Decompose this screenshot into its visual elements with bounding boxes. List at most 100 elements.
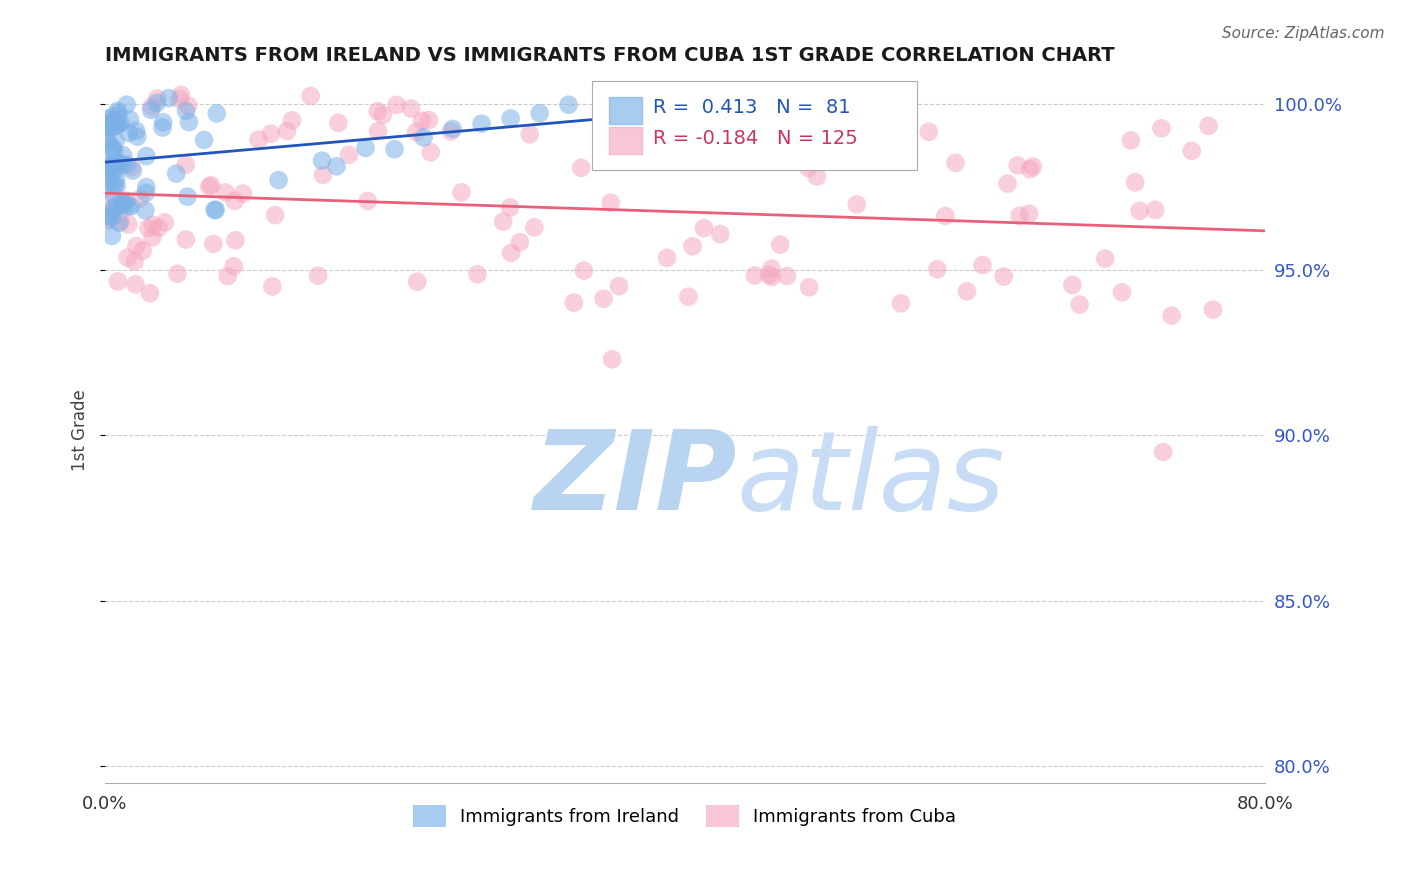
Point <box>1150 121 1173 136</box>
Point <box>204 202 226 217</box>
Point <box>174 158 197 172</box>
Point <box>357 194 380 208</box>
Point <box>993 269 1015 284</box>
Point <box>105 179 128 194</box>
Point <box>744 268 766 283</box>
Point <box>927 262 949 277</box>
Point <box>299 89 322 103</box>
Point <box>146 91 169 105</box>
Point <box>501 245 523 260</box>
Point <box>117 251 139 265</box>
Text: IMMIGRANTS FROM IRELAND VS IMMIGRANTS FROM CUBA 1ST GRADE CORRELATION CHART: IMMIGRANTS FROM IRELAND VS IMMIGRANTS FR… <box>104 46 1114 65</box>
Point <box>406 275 429 289</box>
Point <box>177 98 200 112</box>
Point <box>101 115 124 129</box>
Point <box>101 141 124 155</box>
Point <box>600 352 623 367</box>
Point <box>1111 285 1133 300</box>
Point <box>115 194 138 208</box>
Point <box>121 163 143 178</box>
Point <box>139 286 162 301</box>
Point <box>101 161 124 175</box>
Point <box>1094 252 1116 266</box>
Point <box>441 121 464 136</box>
Point <box>1123 175 1146 189</box>
Point <box>367 104 389 119</box>
Point <box>205 106 228 120</box>
Point <box>135 186 157 200</box>
Point <box>103 145 125 159</box>
Point <box>111 195 134 210</box>
Y-axis label: 1st Grade: 1st Grade <box>72 390 89 471</box>
Point <box>682 239 704 253</box>
Point <box>118 112 141 127</box>
Point <box>198 179 221 194</box>
Point <box>110 116 132 130</box>
Point <box>104 112 127 127</box>
Point <box>104 134 127 148</box>
Point <box>174 103 197 118</box>
Point <box>152 115 174 129</box>
Point <box>107 155 129 169</box>
Point <box>100 117 122 131</box>
Point <box>105 200 128 214</box>
Point <box>157 91 180 105</box>
Point <box>97 213 120 227</box>
Point <box>141 230 163 244</box>
Point <box>145 96 167 111</box>
Point <box>1007 159 1029 173</box>
Point <box>166 267 188 281</box>
Point <box>769 237 792 252</box>
Point <box>1022 160 1045 174</box>
Point <box>117 218 139 232</box>
Point <box>103 109 125 123</box>
Point <box>104 119 127 133</box>
Point <box>761 269 783 284</box>
Point <box>523 220 546 235</box>
Point <box>1144 202 1167 217</box>
Point <box>202 236 225 251</box>
Point <box>169 92 191 106</box>
Point <box>569 161 592 175</box>
Point <box>104 163 127 178</box>
Point <box>1069 298 1091 312</box>
Point <box>1181 144 1204 158</box>
Point <box>1160 309 1182 323</box>
Point <box>193 133 215 147</box>
Point <box>709 227 731 241</box>
Point <box>607 279 630 293</box>
Point <box>557 97 579 112</box>
Point <box>176 189 198 203</box>
Point <box>120 161 142 175</box>
Point <box>101 210 124 224</box>
Point <box>440 125 463 139</box>
Point <box>115 97 138 112</box>
Point <box>97 209 120 223</box>
Point <box>821 146 844 161</box>
Point <box>1119 133 1142 147</box>
Point <box>492 215 515 229</box>
Point <box>529 106 551 120</box>
Point <box>859 144 882 158</box>
Point <box>592 292 614 306</box>
Point <box>467 268 489 282</box>
Text: atlas: atlas <box>737 426 1005 533</box>
Point <box>104 159 127 173</box>
Point <box>311 153 333 168</box>
Point <box>107 274 129 288</box>
Point <box>94 133 117 147</box>
Point <box>224 233 246 247</box>
Point <box>890 296 912 310</box>
Point <box>384 142 406 156</box>
Point <box>105 119 128 133</box>
Point <box>678 290 700 304</box>
Point <box>101 142 124 156</box>
Point <box>806 169 828 184</box>
Point <box>419 145 441 160</box>
Text: R = -0.184   N = 125: R = -0.184 N = 125 <box>654 128 858 148</box>
Point <box>100 117 122 131</box>
Point <box>112 148 135 162</box>
Point <box>1202 302 1225 317</box>
Point <box>170 87 193 102</box>
Point <box>117 199 139 213</box>
